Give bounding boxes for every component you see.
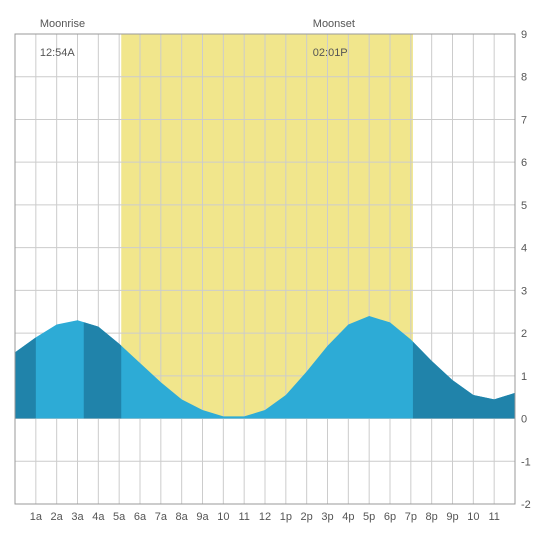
svg-text:5p: 5p (363, 511, 375, 523)
svg-text:0: 0 (521, 414, 527, 426)
svg-text:2a: 2a (51, 511, 64, 523)
moonrise-time: 12:54A (40, 47, 75, 59)
svg-text:7a: 7a (155, 511, 168, 523)
svg-text:1a: 1a (30, 511, 43, 523)
svg-text:8: 8 (521, 72, 527, 84)
svg-text:3: 3 (521, 285, 527, 297)
svg-text:2: 2 (521, 328, 527, 340)
svg-text:6: 6 (521, 157, 527, 169)
svg-text:12: 12 (259, 511, 271, 523)
svg-text:4p: 4p (342, 511, 354, 523)
svg-text:1p: 1p (280, 511, 292, 523)
svg-text:3a: 3a (71, 511, 84, 523)
svg-text:-1: -1 (521, 456, 531, 468)
svg-text:9a: 9a (196, 511, 209, 523)
svg-text:10: 10 (467, 511, 479, 523)
moonset-time: 02:01P (313, 47, 348, 59)
moonset-label: Moonset 02:01P (307, 3, 355, 60)
svg-text:8p: 8p (426, 511, 438, 523)
svg-text:6p: 6p (384, 511, 396, 523)
moonset-title: Moonset (313, 18, 355, 30)
svg-text:-2: -2 (521, 499, 531, 511)
svg-text:6a: 6a (134, 511, 147, 523)
svg-text:7: 7 (521, 114, 527, 126)
svg-text:1: 1 (521, 371, 527, 383)
svg-text:4a: 4a (92, 511, 105, 523)
svg-text:2p: 2p (301, 511, 313, 523)
svg-text:5a: 5a (113, 511, 126, 523)
svg-text:5: 5 (521, 200, 527, 212)
svg-text:7p: 7p (405, 511, 417, 523)
tide-chart: -2-101234567891a2a3a4a5a6a7a8a9a1011121p… (0, 0, 550, 550)
moonrise-label: Moonrise 12:54A (34, 3, 85, 60)
moonrise-title: Moonrise (40, 18, 85, 30)
svg-text:11: 11 (238, 511, 249, 523)
svg-text:4: 4 (521, 243, 527, 255)
svg-text:9: 9 (521, 29, 527, 41)
svg-text:3p: 3p (321, 511, 333, 523)
svg-text:10: 10 (217, 511, 229, 523)
svg-text:8a: 8a (176, 511, 189, 523)
svg-text:11: 11 (488, 511, 499, 523)
svg-text:9p: 9p (446, 511, 458, 523)
